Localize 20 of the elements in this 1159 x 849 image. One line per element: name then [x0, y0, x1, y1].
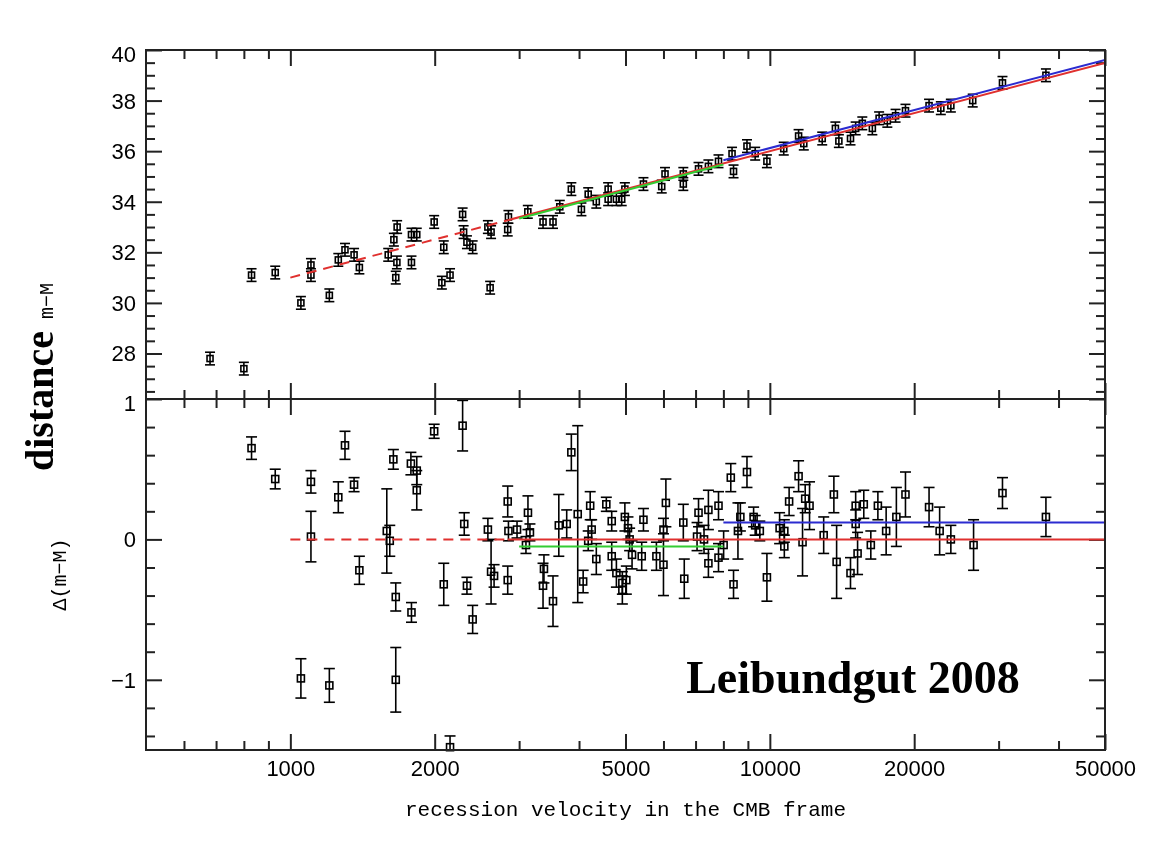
- y-tick-label: −1: [110, 667, 136, 693]
- x-tick-label: 50000: [1074, 755, 1137, 781]
- x-tick-label: 5000: [601, 755, 651, 781]
- y-tick-label: 38: [111, 88, 136, 114]
- y-axis-title: Δ(m−M): [49, 538, 72, 611]
- y-tick-label: 32: [111, 240, 136, 266]
- x-tick-label: 10000: [739, 755, 801, 781]
- y-tick-label: 40: [111, 42, 136, 68]
- y-tick-label: 30: [111, 290, 136, 316]
- x-tick-label: 1000: [266, 755, 316, 781]
- y-axis-title: distance m−M: [17, 282, 62, 471]
- y-tick-label: 36: [111, 139, 136, 165]
- annotation: Leibundgut 2008: [686, 652, 1020, 703]
- y-tick-label: 34: [111, 189, 136, 215]
- x-axis-title: recession velocity in the CMB frame: [404, 799, 847, 822]
- x-tick-label: 20000: [884, 755, 946, 781]
- y-tick-label: 0: [123, 527, 136, 553]
- x-tick-label: 2000: [410, 755, 460, 781]
- y-tick-label: 1: [123, 391, 136, 417]
- y-tick-label: 28: [111, 341, 136, 367]
